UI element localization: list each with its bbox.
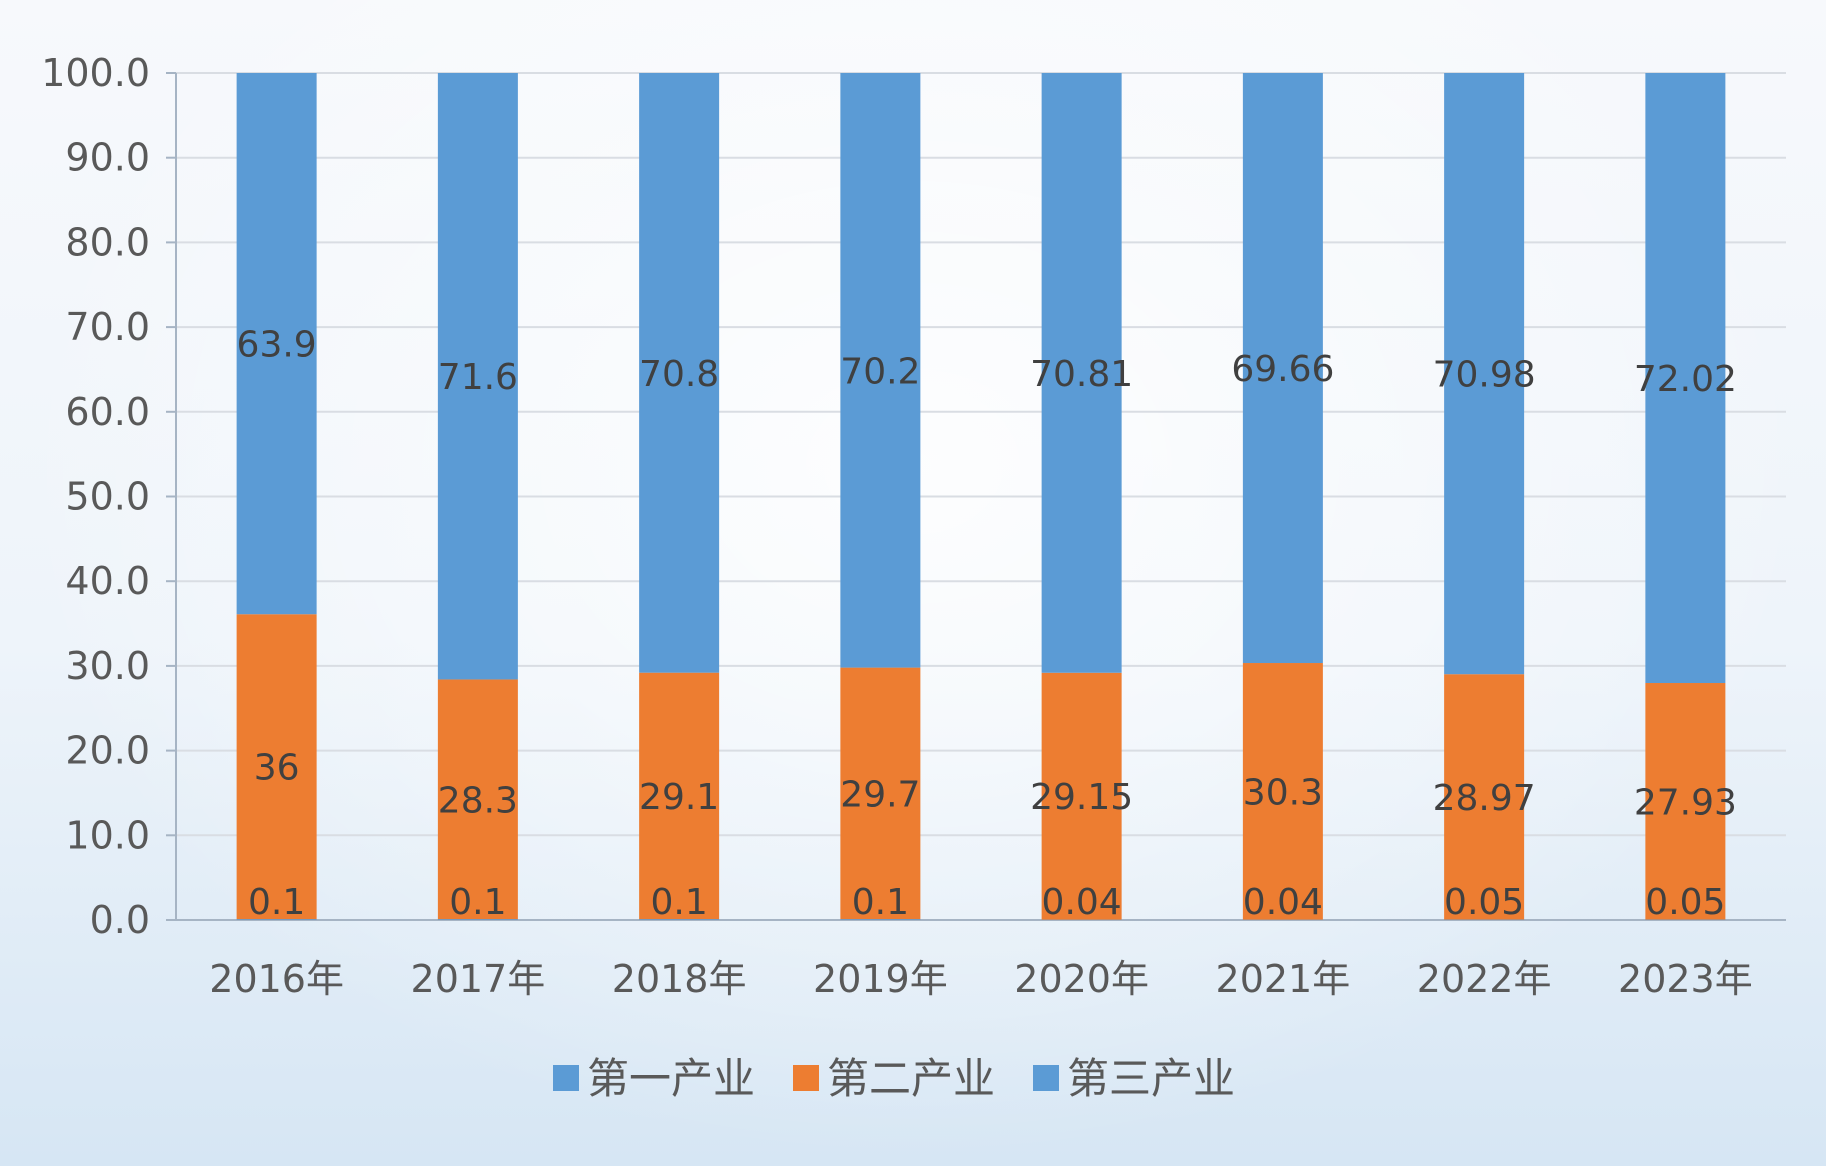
y-tick-label: 70.0 [65,305,150,349]
grid-lines [176,72,1786,837]
data-label: 30.3 [1243,772,1323,813]
bar-segment [236,614,317,920]
legend-label: 第一产业 [587,1054,755,1103]
legend-label: 第二产业 [827,1054,995,1103]
bar-segment [840,73,921,668]
data-label: 0.05 [1444,882,1524,923]
bar-segment [1645,73,1726,684]
bar-segment [639,73,720,673]
y-tick-label: 40.0 [65,559,150,603]
legend-label: 第三产业 [1067,1054,1235,1103]
data-label: 0.1 [650,882,707,923]
legend-swatch [553,1065,579,1091]
legend: 第一产业 第二产业 第三产业 [553,1054,1235,1103]
x-tick-label: 2020年 [1014,957,1149,1001]
y-tick-label: 60.0 [65,390,150,434]
bar-segment [639,672,720,920]
bars [236,73,1726,920]
bar-segment [1242,73,1323,664]
data-label: 29.1 [639,777,719,818]
data-label: 29.7 [840,774,920,815]
y-tick-label: 90.0 [65,136,150,180]
x-tick-label: 2016年 [209,957,344,1001]
y-tick-label: 0.0 [90,898,150,942]
x-tick-label: 2019年 [813,957,948,1001]
bar-segment [437,679,518,920]
data-label: 0.1 [449,882,506,923]
bar-segment [1444,674,1525,920]
data-label: 70.81 [1030,354,1133,395]
x-tick-label: 2017年 [411,957,546,1001]
legend-swatch [793,1065,819,1091]
bar-segment [1041,73,1122,673]
data-label: 36 [254,748,300,789]
x-tick-label: 2018年 [612,957,747,1001]
data-label: 0.1 [248,882,305,923]
x-tick-label: 2021年 [1216,957,1351,1001]
bar-segment [437,73,518,680]
data-label: 28.97 [1433,778,1536,819]
data-label: 69.66 [1231,349,1334,390]
legend-swatch [1033,1065,1059,1091]
data-label: 0.05 [1645,882,1725,923]
data-label: 70.98 [1433,355,1536,396]
data-label: 0.1 [852,882,909,923]
data-label: 63.9 [237,325,317,366]
data-label: 70.8 [639,354,719,395]
bar-segment [1242,663,1323,920]
data-labels: 0.1 36 63.9 0.1 28.3 71.6 0.1 29.1 70.8 0.1 29.7 70… [237,325,1737,923]
axes: 0.0 10.0 20.0 30.0 40.0 50.0 60.0 70.0 80.0 90.0 1… [41,51,1786,1001]
data-label: 0.04 [1042,882,1122,923]
x-tick-label: 2022年 [1417,957,1552,1001]
data-label: 29.15 [1030,777,1133,818]
bar-segment [1645,683,1726,920]
bar-segment [236,919,317,920]
bar-segment [236,73,317,615]
data-label: 71.6 [438,357,518,398]
y-tick-label: 10.0 [65,813,150,857]
x-tick-label: 2023年 [1618,957,1753,1001]
data-label: 70.2 [840,351,920,392]
data-label: 27.93 [1634,782,1737,823]
bar-segment [1444,73,1525,675]
y-tick-label: 30.0 [65,644,150,688]
y-tick-label: 100.0 [41,51,150,95]
data-label: 28.3 [438,780,518,821]
bar-segment [1041,672,1122,920]
bar-segment [840,919,921,920]
y-tick-label: 20.0 [65,729,150,773]
y-tick-label: 50.0 [65,475,150,519]
bar-segment [437,919,518,920]
data-label: 0.04 [1243,882,1323,923]
bar-segment [639,919,720,920]
y-tick-label: 80.0 [65,220,150,264]
bar-segment [840,667,921,920]
data-label: 72.02 [1634,359,1737,400]
